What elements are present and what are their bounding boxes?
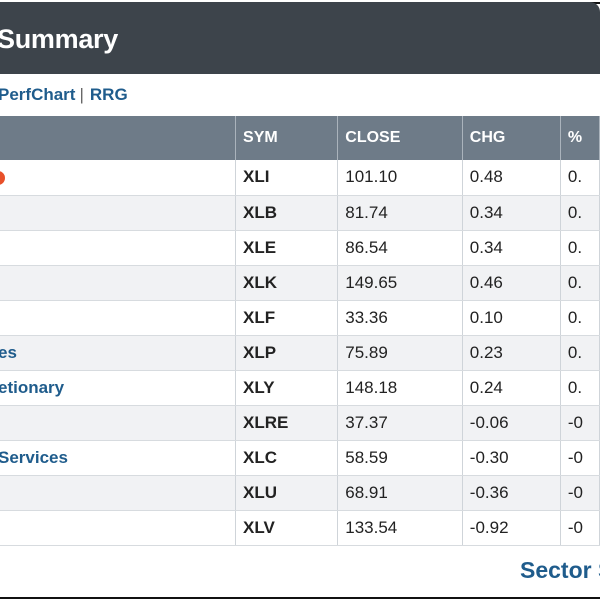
table-row: XLB 81.74 0.34 0. xyxy=(0,195,600,231)
column-header-close[interactable]: CLOSE xyxy=(337,116,463,160)
sym-cell: XLE xyxy=(235,230,339,266)
table-row: XLU 68.91 -0.36 -0 xyxy=(0,475,600,511)
sector-name-link[interactable]: etionary xyxy=(0,377,65,397)
pct-cell: 0. xyxy=(560,230,600,266)
pct-cell: 0. xyxy=(560,195,600,231)
chg-cell: 0.24 xyxy=(462,370,561,406)
column-header-sector[interactable] xyxy=(0,116,237,160)
table-row: XLE 86.54 0.34 0. xyxy=(0,230,600,266)
chart-links: PerfChart | RRG xyxy=(0,85,128,105)
column-header-chg[interactable]: CHG xyxy=(462,116,561,160)
table-row: es XLP 75.89 0.23 0. xyxy=(0,335,600,371)
chg-cell: -0.06 xyxy=(462,405,561,441)
rrg-link[interactable]: RRG xyxy=(89,85,128,104)
sector-name-cell[interactable]: es xyxy=(0,335,237,371)
pct-cell: -0 xyxy=(560,440,600,476)
link-separator: | xyxy=(79,85,84,104)
chg-cell: 0.34 xyxy=(462,195,561,231)
panel-title: Summary xyxy=(0,24,118,54)
table-row: etionary XLY 148.18 0.24 0. xyxy=(0,370,600,406)
close-cell: 33.36 xyxy=(337,300,463,336)
sector-name-cell[interactable]: etionary xyxy=(0,370,237,406)
close-cell: 149.65 xyxy=(337,265,463,301)
sector-table: SYM CLOSE CHG % XLI 101.10 0.48 0. XLB 8… xyxy=(0,116,600,546)
close-cell: 101.10 xyxy=(337,160,463,196)
sector-name-cell[interactable] xyxy=(0,510,237,546)
table-row: XLF 33.36 0.10 0. xyxy=(0,300,600,336)
table-row: XLI 101.10 0.48 0. xyxy=(0,160,600,196)
sector-name-cell[interactable] xyxy=(0,405,237,441)
close-cell: 148.18 xyxy=(337,370,463,406)
chg-cell: 0.23 xyxy=(462,335,561,371)
close-cell: 37.37 xyxy=(337,405,463,441)
sym-cell: XLF xyxy=(235,300,339,336)
sector-summary-link[interactable]: Sector S xyxy=(520,557,600,583)
pct-cell: 0. xyxy=(560,335,600,371)
sym-cell: XLC xyxy=(235,440,339,476)
chg-cell: -0.30 xyxy=(462,440,561,476)
sector-name-cell[interactable] xyxy=(0,265,237,301)
table-row: XLV 133.54 -0.92 -0 xyxy=(0,510,600,546)
perfchart-link[interactable]: PerfChart xyxy=(0,85,76,104)
sector-name-cell[interactable]: Services xyxy=(0,440,237,476)
pct-cell: 0. xyxy=(560,370,600,406)
chg-cell: -0.36 xyxy=(462,475,561,511)
pct-cell: -0 xyxy=(560,510,600,546)
table-row: XLRE 37.37 -0.06 -0 xyxy=(0,405,600,441)
sym-cell: XLRE xyxy=(235,405,339,441)
sector-name-link[interactable]: Services xyxy=(0,447,68,467)
pct-cell: 0. xyxy=(560,265,600,301)
sym-cell: XLY xyxy=(235,370,339,406)
chg-cell: 0.10 xyxy=(462,300,561,336)
close-cell: 86.54 xyxy=(337,230,463,266)
table-header-row: SYM CLOSE CHG % xyxy=(0,116,600,160)
chg-cell: 0.34 xyxy=(462,230,561,266)
sym-cell: XLU xyxy=(235,475,339,511)
sector-name-cell[interactable] xyxy=(0,160,237,196)
pct-cell: -0 xyxy=(560,475,600,511)
column-header-pct[interactable]: % xyxy=(560,116,600,160)
sym-cell: XLV xyxy=(235,510,339,546)
sector-name-link[interactable]: es xyxy=(0,342,17,362)
sym-cell: XLK xyxy=(235,265,339,301)
close-cell: 68.91 xyxy=(337,475,463,511)
chg-cell: 0.46 xyxy=(462,265,561,301)
sector-name-cell[interactable] xyxy=(0,195,237,231)
chg-cell: -0.92 xyxy=(462,510,561,546)
sector-name-cell[interactable] xyxy=(0,475,237,511)
table-row: Services XLC 58.59 -0.30 -0 xyxy=(0,440,600,476)
pct-cell: -0 xyxy=(560,405,600,441)
table-row: XLK 149.65 0.46 0. xyxy=(0,265,600,301)
close-cell: 58.59 xyxy=(337,440,463,476)
sector-name-cell[interactable] xyxy=(0,230,237,266)
panel-header: Summary xyxy=(0,2,600,74)
chg-cell: 0.48 xyxy=(462,160,561,196)
pct-cell: 0. xyxy=(560,300,600,336)
pct-cell: 0. xyxy=(560,160,600,196)
sym-cell: XLP xyxy=(235,335,339,371)
sector-name-cell[interactable] xyxy=(0,300,237,336)
sym-cell: XLI xyxy=(235,160,339,196)
status-dot-icon xyxy=(0,170,5,185)
close-cell: 133.54 xyxy=(337,510,463,546)
close-cell: 81.74 xyxy=(337,195,463,231)
sym-cell: XLB xyxy=(235,195,339,231)
column-header-sym[interactable]: SYM xyxy=(235,116,339,160)
close-cell: 75.89 xyxy=(337,335,463,371)
